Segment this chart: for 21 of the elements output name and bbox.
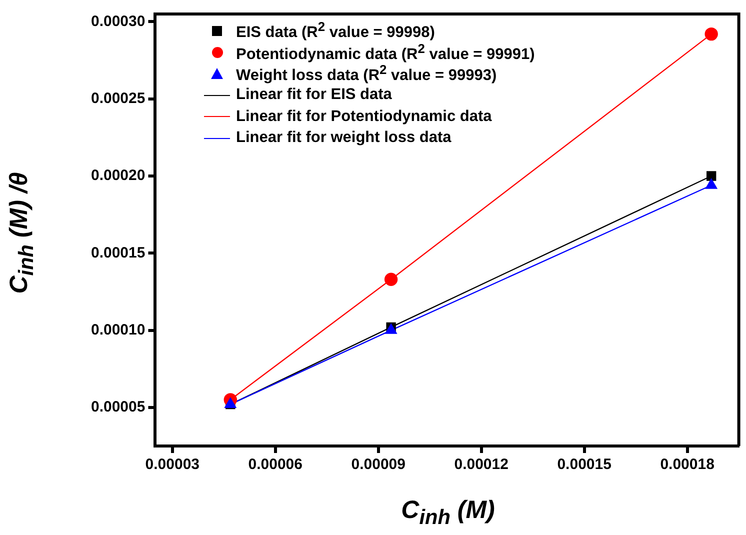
legend-label: Linear fit for Potentiodynamic data bbox=[236, 106, 492, 126]
x-tick-label: 0.00018 bbox=[660, 456, 714, 474]
x-tick-label: 0.00015 bbox=[557, 456, 612, 474]
point bbox=[706, 178, 718, 189]
x-tick-label: 0.00003 bbox=[145, 456, 200, 474]
point bbox=[384, 272, 398, 286]
point bbox=[704, 27, 718, 41]
x-tick-label: 0.00012 bbox=[454, 456, 508, 474]
legend-label: Linear fit for weight loss data bbox=[236, 128, 452, 148]
point bbox=[706, 171, 716, 181]
y-tick-label: 0.00020 bbox=[90, 167, 146, 184]
y-tick-label: 0.00030 bbox=[90, 12, 146, 30]
x-axis-title: C$_{inh}$ (M) bbox=[400, 496, 496, 530]
y-tick-label: 0.00005 bbox=[90, 398, 146, 416]
x-tick-label: 0.00006 bbox=[248, 456, 302, 474]
legend-label: Weight loss data (R$^{2}$ value = 99993) bbox=[236, 62, 497, 85]
x-tick-label: 0.00009 bbox=[351, 456, 406, 474]
legend-label: Linear fit for EIS data bbox=[236, 85, 392, 105]
y-tick-label: 0.00010 bbox=[90, 321, 146, 338]
y-tick-label: 0.00015 bbox=[90, 244, 146, 262]
y-tick-label: 0.00025 bbox=[90, 90, 146, 107]
